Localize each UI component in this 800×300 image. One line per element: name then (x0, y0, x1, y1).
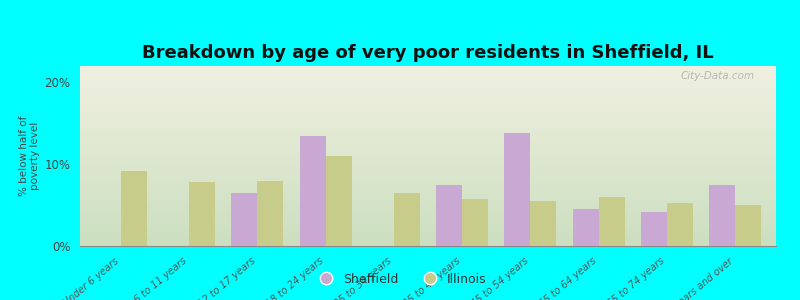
Bar (258, 181, 283, 246)
Bar (189, 182, 215, 246)
Legend: Sheffield, Illinois: Sheffield, Illinois (308, 268, 492, 291)
Bar (394, 193, 420, 246)
Bar (735, 205, 761, 246)
Bar (462, 199, 488, 246)
Bar (598, 197, 625, 246)
Bar (667, 202, 693, 246)
Bar (573, 209, 598, 246)
Bar (231, 193, 258, 246)
Bar (530, 201, 556, 246)
Title: Breakdown by age of very poor residents in Sheffield, IL: Breakdown by age of very poor residents … (142, 44, 714, 62)
Text: City-Data.com: City-Data.com (681, 71, 755, 81)
Bar (300, 136, 326, 246)
Bar (641, 212, 667, 246)
Bar (436, 184, 462, 246)
Bar (326, 156, 351, 246)
Bar (505, 133, 530, 246)
Bar (709, 184, 735, 246)
Bar (121, 171, 147, 246)
Y-axis label: % below half of
poverty level: % below half of poverty level (18, 116, 40, 196)
